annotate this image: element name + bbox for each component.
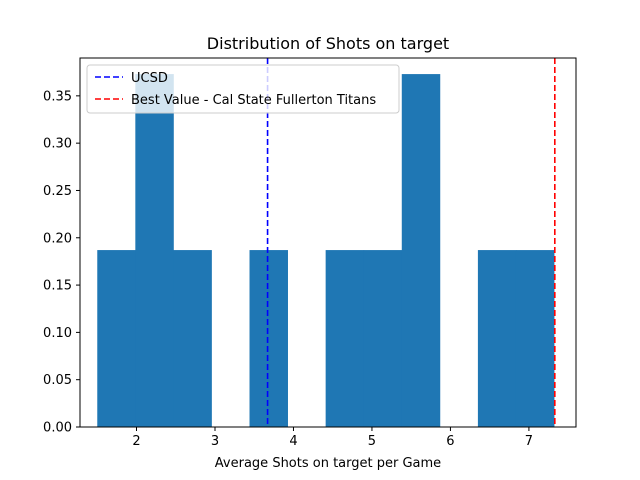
- histogram-bar: [401, 74, 441, 427]
- x-axis: 2 3 4 5 6 7: [132, 427, 533, 449]
- x-tick-label: 6: [446, 434, 454, 449]
- histogram-bar: [135, 74, 174, 427]
- reference-lines-group: [266, 58, 556, 427]
- x-axis-title: Average Shots on target per Game: [215, 456, 441, 471]
- legend-label: UCSD: [131, 71, 168, 86]
- legend-label: Best Value - Cal State Fullerton Titans: [131, 93, 376, 108]
- histogram-bar: [97, 250, 136, 427]
- y-tick-label: 0.15: [43, 279, 72, 294]
- bars-group: [97, 74, 555, 427]
- y-tick-label: 0.00: [43, 421, 72, 436]
- legend: UCSD Best Value - Cal State Fullerton Tit…: [86, 64, 400, 114]
- x-tick-label: 5: [368, 434, 376, 449]
- y-tick-label: 0.35: [43, 89, 72, 104]
- legend-box: [86, 64, 400, 114]
- histogram-bar: [515, 250, 555, 427]
- y-tick-label: 0.10: [43, 326, 72, 341]
- y-tick-label: 0.20: [43, 231, 72, 246]
- histogram-bar: [249, 250, 288, 427]
- histogram-bar: [325, 250, 365, 427]
- chart-title: Distribution of Shots on target: [207, 34, 449, 53]
- plot-area-frame: [79, 57, 577, 428]
- histogram-bar: [477, 250, 517, 427]
- x-tick-label: 3: [211, 434, 219, 449]
- y-axis: 0.00 0.05 0.10 0.15 0.20 0.25 0.30 0.35: [43, 89, 80, 436]
- y-tick-label: 0.05: [43, 373, 72, 388]
- x-tick-label: 2: [132, 434, 140, 449]
- y-tick-label: 0.25: [43, 184, 72, 199]
- histogram-bar: [173, 250, 212, 427]
- x-tick-label: 4: [289, 434, 297, 449]
- y-tick-label: 0.30: [43, 137, 72, 152]
- x-tick-label: 7: [525, 434, 533, 449]
- histogram-bar: [363, 250, 403, 427]
